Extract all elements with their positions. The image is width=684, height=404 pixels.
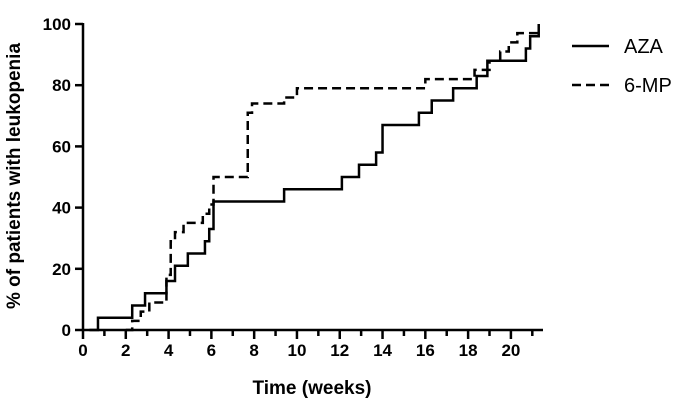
legend: AZA 6-MP	[572, 36, 672, 97]
x-tick-label: 10	[287, 341, 306, 360]
x-tick-label: 0	[78, 341, 87, 360]
x-tick-label: 8	[249, 341, 258, 360]
chart-axes	[81, 23, 543, 332]
x-tick-label: 20	[501, 341, 520, 360]
x-axis-ticks: 0 2 4 6 8 10 12 14 16 18 20	[78, 330, 534, 360]
x-tick-label: 6	[207, 341, 216, 360]
x-tick-label: 16	[416, 341, 435, 360]
series-layer	[89, 24, 540, 332]
legend-label: 6-MP	[624, 75, 672, 97]
y-tick-label: 80	[52, 76, 71, 95]
x-tick-label: 18	[459, 341, 478, 360]
y-tick-label: 40	[52, 199, 71, 218]
x-tick-label: 2	[121, 341, 130, 360]
y-axis-title: % of patients with leukopenia	[4, 43, 25, 309]
y-tick-label: 100	[43, 15, 71, 34]
x-tick-label: 12	[330, 341, 349, 360]
y-tick-label: 60	[52, 137, 71, 156]
x-axis-title: Time (weeks)	[253, 378, 372, 399]
x-tick-label: 4	[164, 341, 174, 360]
x-tick-label: 14	[373, 341, 392, 360]
y-axis-ticks: 0 20 40 60 80 100	[43, 15, 83, 340]
series-line-6-mp	[125, 31, 539, 332]
y-tick-label: 0	[62, 321, 71, 340]
series-line-aza	[89, 24, 540, 332]
y-tick-label: 20	[52, 260, 71, 279]
legend-label: AZA	[624, 36, 664, 58]
